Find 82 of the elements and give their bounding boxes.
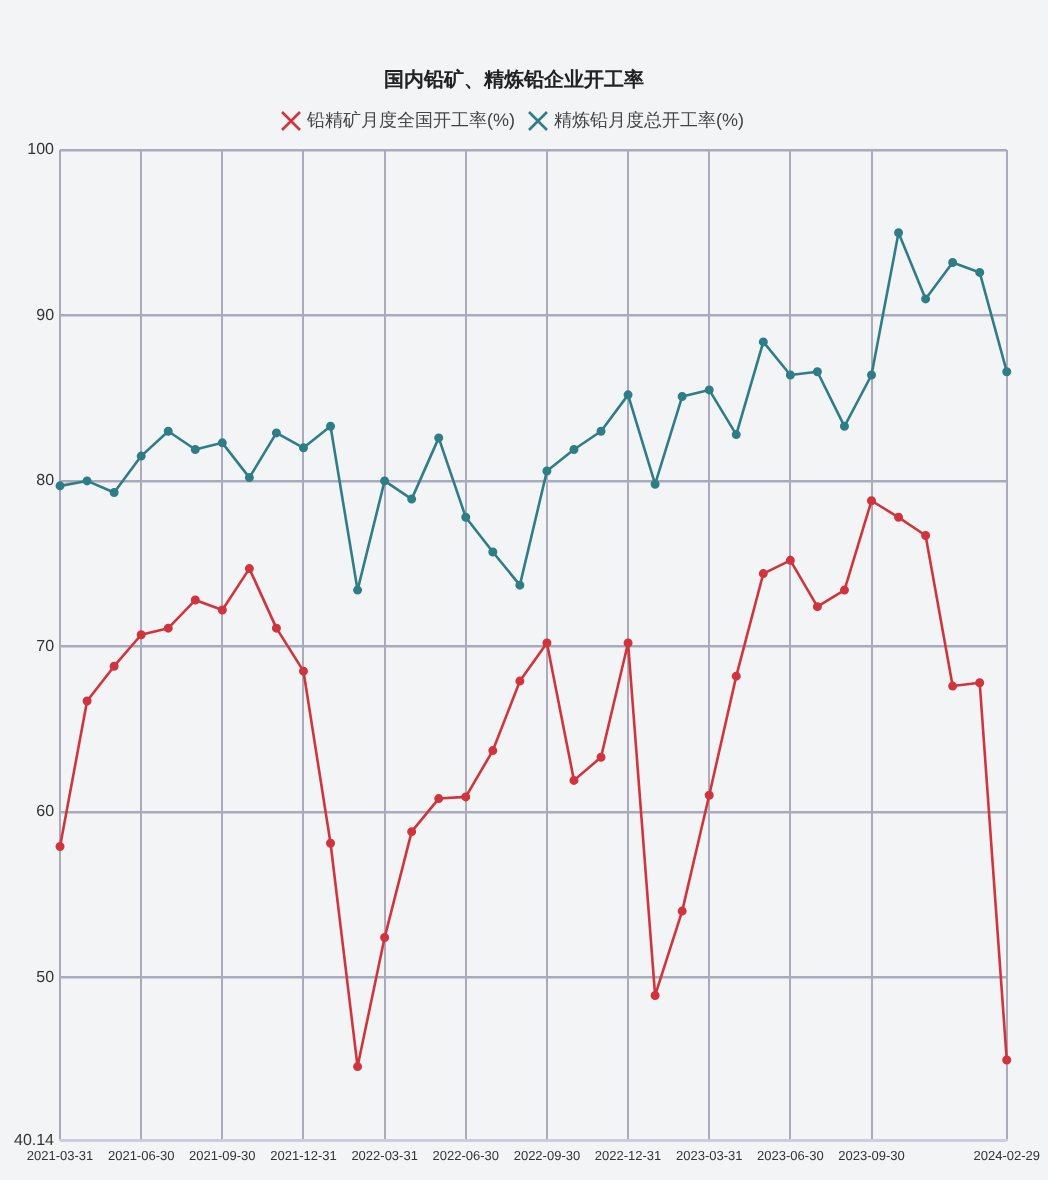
point [515, 676, 525, 686]
point [244, 473, 254, 483]
point [975, 267, 985, 277]
y-tick-label: 70 [36, 636, 56, 655]
point [163, 426, 173, 436]
point [948, 258, 958, 268]
point [380, 933, 390, 943]
y-tick-label: 90 [36, 305, 56, 324]
point [407, 827, 417, 837]
point [326, 838, 336, 848]
point [758, 337, 768, 347]
point [731, 430, 741, 440]
point [163, 623, 173, 633]
legend-label: 铅精矿月度全国开工率(%) [305, 109, 516, 130]
point [82, 476, 92, 486]
point [596, 426, 606, 436]
y-tick-label: 50 [36, 967, 56, 986]
point [623, 390, 633, 400]
point [569, 444, 579, 454]
point [82, 696, 92, 706]
point [812, 367, 822, 377]
point [190, 444, 200, 454]
point [488, 746, 498, 756]
point [1002, 1055, 1012, 1065]
point [650, 479, 660, 489]
point [677, 392, 687, 402]
point [298, 443, 308, 453]
point [271, 428, 281, 438]
point [55, 842, 65, 852]
point [244, 564, 254, 574]
point [867, 370, 877, 380]
point [461, 792, 471, 802]
point [407, 494, 417, 504]
point [353, 1062, 363, 1072]
point [785, 370, 795, 380]
point [109, 487, 119, 497]
point [461, 512, 471, 522]
point [55, 481, 65, 491]
point [704, 385, 714, 395]
point [839, 585, 849, 595]
legend-label: 精炼铅月度总开工率(%) [554, 109, 744, 130]
point [921, 531, 931, 541]
point [326, 421, 336, 431]
chart-title: 国内铅矿、精炼铅企业开工率 [384, 67, 644, 92]
point [731, 671, 741, 681]
point [650, 990, 660, 1000]
point [1002, 367, 1012, 377]
point [217, 438, 227, 448]
y-tick-label: 100 [27, 140, 56, 159]
point [894, 512, 904, 522]
point [298, 666, 308, 676]
point [867, 496, 877, 506]
point [569, 775, 579, 785]
point [190, 595, 200, 605]
point [975, 678, 985, 688]
y-tick-label: 60 [36, 802, 56, 821]
point [948, 681, 958, 691]
point [434, 794, 444, 804]
point [839, 421, 849, 431]
point [704, 790, 714, 800]
point [921, 294, 931, 304]
y-tick-label: 80 [36, 471, 56, 490]
point [596, 752, 606, 762]
point [109, 661, 119, 671]
point [542, 638, 552, 648]
point [434, 433, 444, 443]
point [515, 580, 525, 590]
y-tick-label: 40.14 [13, 1130, 56, 1149]
point [785, 555, 795, 565]
point [271, 623, 281, 633]
point [623, 638, 633, 648]
point [894, 228, 904, 238]
point [136, 451, 146, 461]
point [353, 585, 363, 595]
point [758, 569, 768, 579]
point [677, 906, 687, 916]
point [488, 547, 498, 557]
point [380, 476, 390, 486]
point [217, 605, 227, 615]
point [136, 630, 146, 640]
point [812, 602, 822, 612]
point [542, 466, 552, 476]
